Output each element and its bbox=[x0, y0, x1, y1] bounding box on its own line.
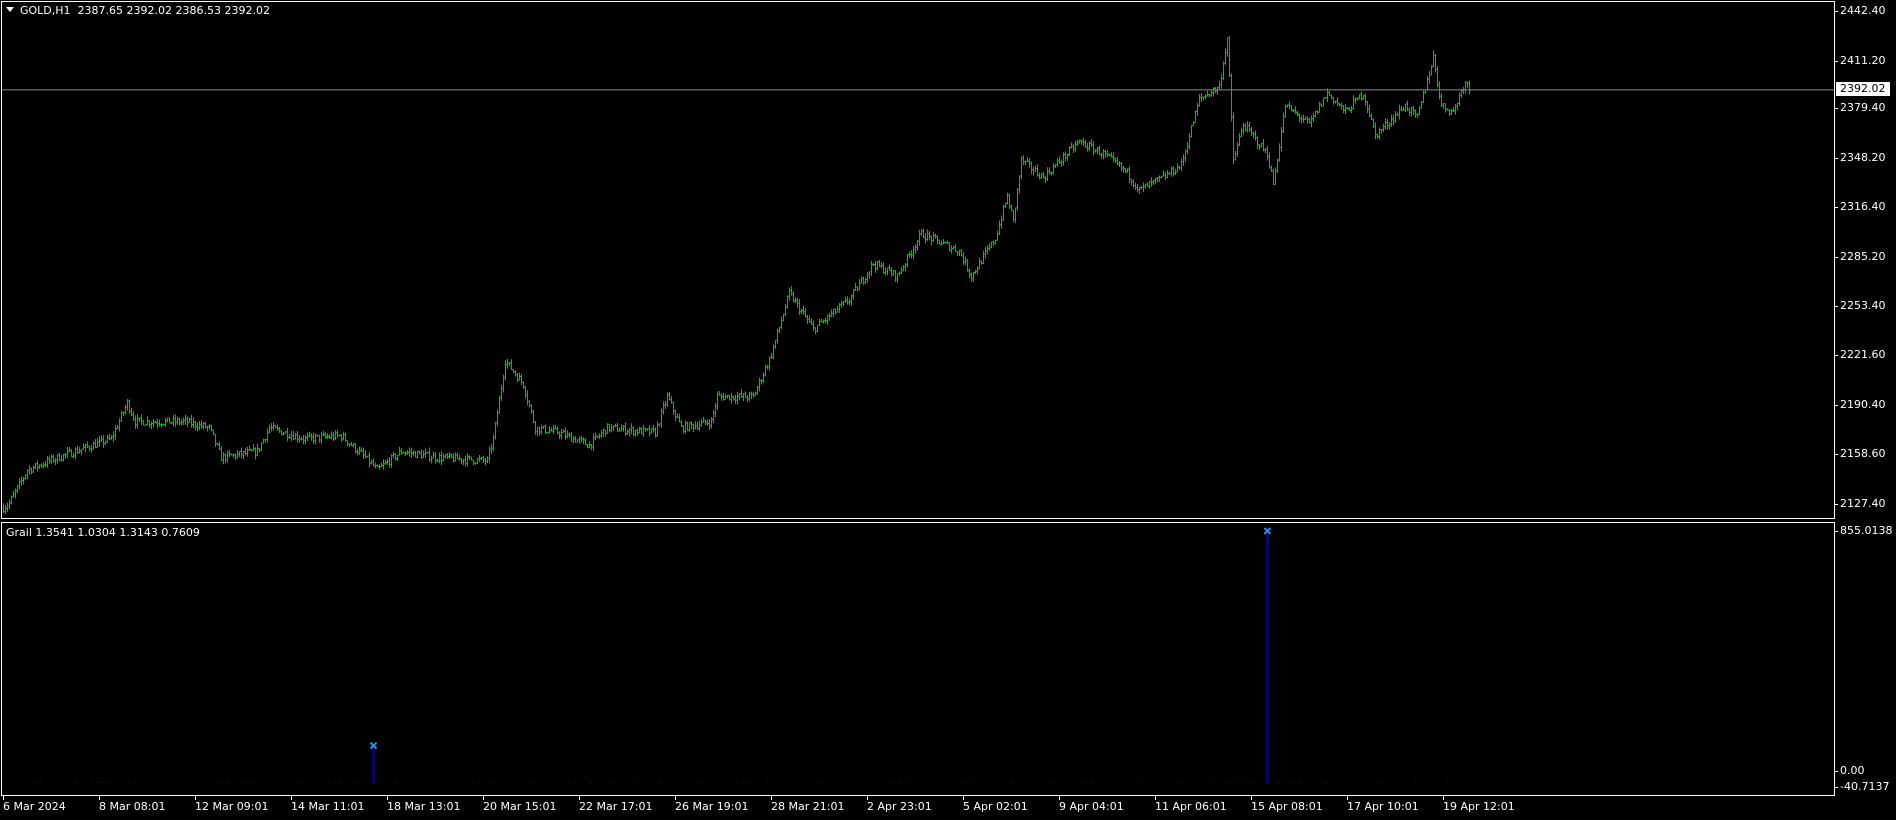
price-tick: 2190.40 bbox=[1834, 398, 1886, 411]
current-price-label: 2392.02 bbox=[1836, 82, 1890, 96]
price-tick: 2127.40 bbox=[1834, 497, 1886, 510]
signal-x-marker-icon bbox=[1263, 527, 1272, 535]
time-tick: 5 Apr 02:01 bbox=[963, 795, 1028, 813]
price-tick: 2316.40 bbox=[1834, 200, 1886, 213]
time-tick: 20 Mar 15:01 bbox=[483, 795, 557, 813]
time-tick: 2 Apr 23:01 bbox=[867, 795, 932, 813]
indicator-axis-max: 855.0138 bbox=[1834, 524, 1893, 537]
price-bars bbox=[2, 35, 1471, 515]
dropdown-triangle-icon[interactable] bbox=[6, 7, 14, 12]
time-tick: 26 Mar 19:01 bbox=[675, 795, 749, 813]
time-tick: 6 Mar 2024 bbox=[3, 795, 66, 813]
ohlc-values: 2387.65 2392.02 2386.53 2392.02 bbox=[77, 4, 271, 17]
price-tick: 2411.20 bbox=[1834, 54, 1886, 67]
time-tick: 9 Apr 04:01 bbox=[1059, 795, 1124, 813]
time-tick: 15 Apr 08:01 bbox=[1251, 795, 1323, 813]
price-tick: 2285.20 bbox=[1834, 250, 1886, 263]
indicator-axis-min: -40.7137 bbox=[1833, 780, 1890, 793]
time-tick: 8 Mar 08:01 bbox=[99, 795, 166, 813]
indicator-pane[interactable] bbox=[1, 522, 1835, 796]
price-tick: 2158.60 bbox=[1834, 447, 1886, 460]
chart-title: GOLD,H1 2387.65 2392.02 2386.53 2392.02 bbox=[6, 4, 270, 17]
price-tick: 2221.60 bbox=[1834, 348, 1886, 361]
signal-x-marker-icon bbox=[369, 741, 378, 750]
price-tick: 2253.40 bbox=[1834, 299, 1886, 312]
time-tick: 22 Mar 17:01 bbox=[579, 795, 653, 813]
time-tick: 12 Mar 09:01 bbox=[195, 795, 269, 813]
time-tick: 19 Apr 12:01 bbox=[1443, 795, 1515, 813]
time-tick: 14 Mar 11:01 bbox=[291, 795, 365, 813]
price-tick: 2379.40 bbox=[1834, 101, 1886, 114]
indicator-axis-zero: 0.00 bbox=[1834, 764, 1865, 777]
time-tick: 28 Mar 21:01 bbox=[771, 795, 845, 813]
symbol: GOLD,H1 bbox=[20, 4, 71, 17]
time-tick: 17 Apr 10:01 bbox=[1347, 795, 1419, 813]
time-tick: 11 Apr 06:01 bbox=[1155, 795, 1227, 813]
price-chart-pane[interactable] bbox=[1, 1, 1835, 519]
time-tick: 18 Mar 13:01 bbox=[387, 795, 461, 813]
indicator-histogram bbox=[3, 781, 1470, 783]
indicator-title: Grail 1.3541 1.0304 1.3143 0.7609 bbox=[6, 526, 200, 539]
price-tick: 2348.20 bbox=[1834, 151, 1886, 164]
price-tick: 2442.40 bbox=[1834, 4, 1886, 17]
